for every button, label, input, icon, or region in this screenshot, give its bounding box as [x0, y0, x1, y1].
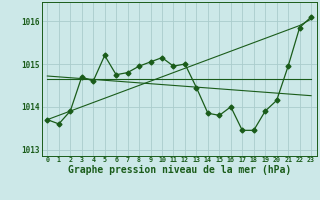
X-axis label: Graphe pression niveau de la mer (hPa): Graphe pression niveau de la mer (hPa) — [68, 165, 291, 175]
